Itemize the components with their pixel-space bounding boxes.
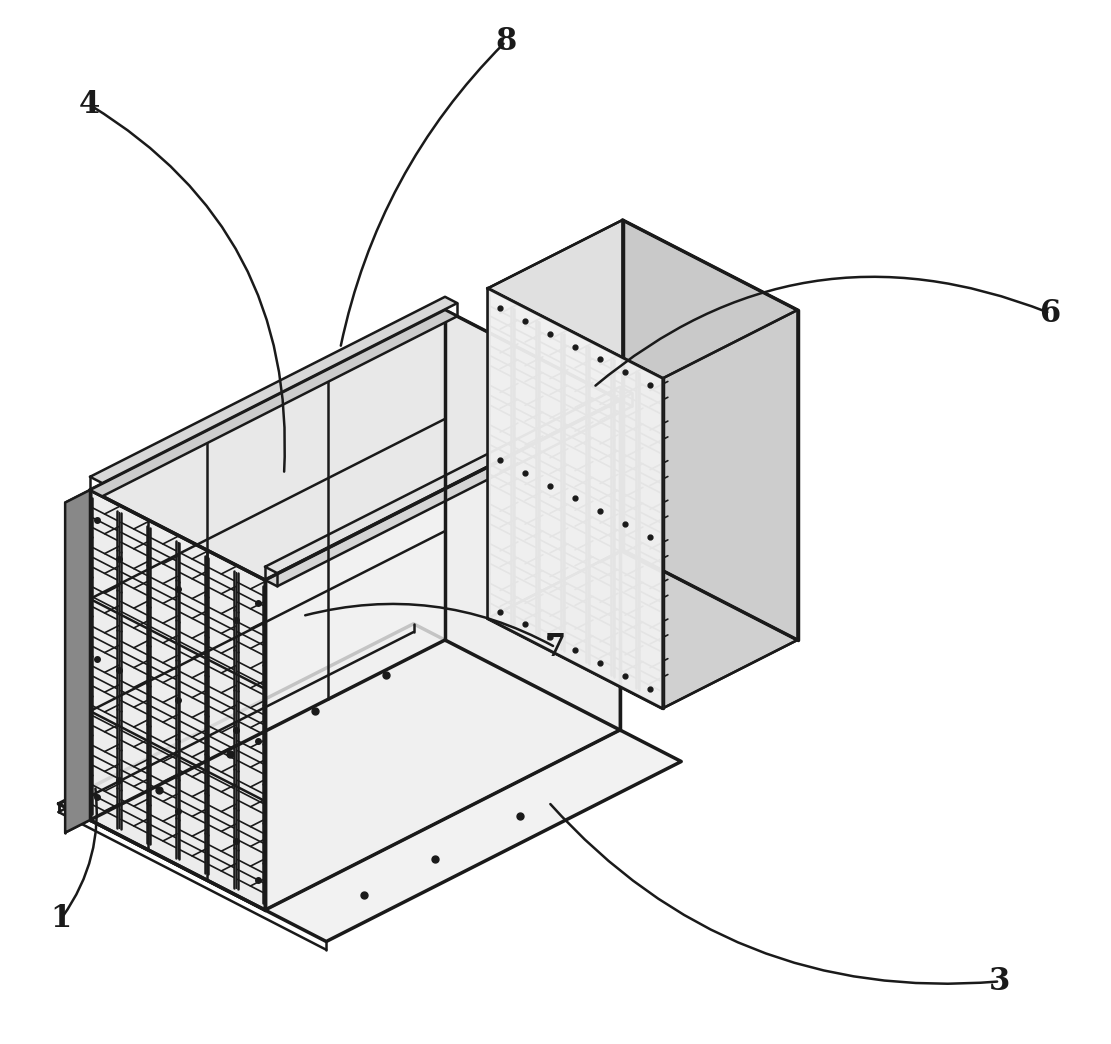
Polygon shape — [266, 386, 632, 573]
Text: 7: 7 — [544, 632, 567, 663]
Polygon shape — [90, 296, 458, 483]
Polygon shape — [488, 220, 798, 378]
Polygon shape — [90, 490, 266, 910]
Polygon shape — [266, 400, 632, 587]
Text: 4: 4 — [78, 89, 100, 120]
Polygon shape — [488, 550, 798, 709]
Polygon shape — [90, 310, 620, 580]
Text: 8: 8 — [494, 26, 517, 57]
Polygon shape — [59, 624, 681, 942]
Polygon shape — [66, 490, 90, 833]
Polygon shape — [446, 310, 620, 730]
Text: 6: 6 — [1039, 298, 1061, 329]
Polygon shape — [488, 220, 622, 618]
Polygon shape — [488, 288, 662, 709]
Text: 1: 1 — [50, 903, 72, 934]
Polygon shape — [266, 400, 620, 910]
Polygon shape — [90, 310, 446, 820]
Polygon shape — [90, 310, 458, 496]
Polygon shape — [622, 220, 798, 640]
Text: 3: 3 — [989, 966, 1011, 997]
